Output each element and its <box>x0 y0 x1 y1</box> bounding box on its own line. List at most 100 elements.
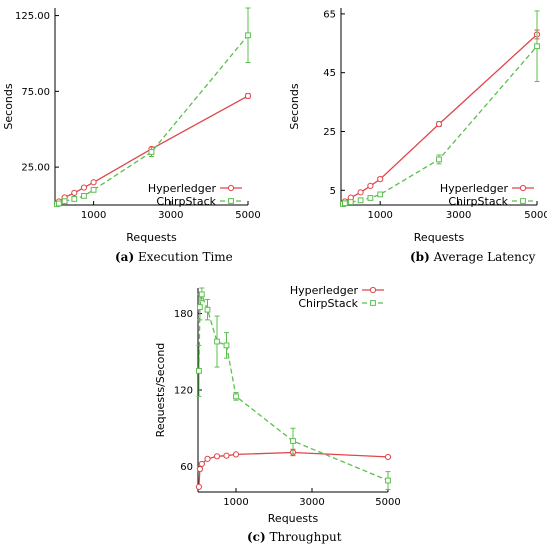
caption-letter: (c) <box>247 530 266 544</box>
data-point <box>214 338 220 345</box>
x-axis-label: Requests <box>126 231 177 244</box>
y-axis-label: Requests/Second <box>154 343 167 438</box>
data-point <box>195 483 203 490</box>
y-tick-label: 45 <box>323 68 336 79</box>
y-tick-label: 65 <box>323 9 336 20</box>
y-tick-label: 125.00 <box>15 11 50 22</box>
y-tick-label: 25.00 <box>21 163 50 174</box>
caption-text: Average Latency <box>430 250 536 264</box>
y-tick-label: 25 <box>323 127 336 138</box>
data-point <box>347 199 354 205</box>
legend-swatch-marker <box>228 198 234 204</box>
data-point <box>377 176 384 183</box>
data-point <box>357 189 364 196</box>
data-point <box>204 455 211 462</box>
data-point <box>290 438 296 444</box>
series-line <box>342 34 538 204</box>
data-point <box>435 121 443 128</box>
data-point <box>196 367 202 374</box>
panel-average-latency: 5 25 45 65 1000 3000 5000 Requests Seconds Hyperl… <box>288 8 547 264</box>
data-point <box>367 195 374 201</box>
data-point <box>80 184 88 191</box>
legend-label: Hyperledger <box>440 182 509 195</box>
panel-execution-time: 25.00 75.00 125.00 1000 3000 5000 Requests Seco… <box>2 7 261 264</box>
series-chirpstack <box>54 7 251 208</box>
caption-letter: (b) <box>410 250 430 264</box>
legend-swatch-marker <box>519 184 527 192</box>
panel-throughput: 60 120 180 1000 3000 5000 Requests Requests/Sec… <box>154 284 401 544</box>
data-point <box>245 32 251 39</box>
data-point <box>232 451 240 458</box>
data-point <box>223 452 230 459</box>
data-point <box>213 453 221 460</box>
y-tick-label: 75.00 <box>21 87 50 98</box>
data-point <box>534 43 540 50</box>
y-axis-label: Seconds <box>2 83 15 129</box>
panel-caption: (a) Execution Time <box>115 250 233 264</box>
data-point <box>198 460 205 468</box>
legend-label: ChirpStack <box>448 195 508 208</box>
y-axis-label: Seconds <box>288 83 301 129</box>
data-point <box>90 179 97 186</box>
data-point <box>196 465 203 473</box>
x-tick-label: 1000 <box>223 497 248 508</box>
data-point <box>377 191 384 198</box>
data-point <box>384 453 392 461</box>
legend-label: Hyperledger <box>290 284 359 297</box>
data-point <box>55 200 62 207</box>
data-point <box>367 182 374 189</box>
series-hyperledger <box>195 448 392 490</box>
legend-label: Hyperledger <box>148 182 217 195</box>
legend-swatch-marker <box>370 300 376 306</box>
caption-text: Execution Time <box>134 250 233 264</box>
data-point <box>61 198 68 205</box>
x-tick-label: 3000 <box>446 210 471 221</box>
caption-text: Throughput <box>266 530 342 544</box>
data-point <box>71 189 78 196</box>
data-point <box>244 92 252 99</box>
series-chirpstack <box>340 10 540 208</box>
data-point <box>197 304 203 311</box>
data-point <box>71 196 78 202</box>
data-point <box>198 291 205 298</box>
x-tick-label: 5000 <box>235 210 260 221</box>
data-point <box>342 200 348 207</box>
caption-letter: (a) <box>115 250 134 264</box>
legend-swatch-marker <box>369 286 377 294</box>
data-point <box>90 186 97 193</box>
y-tick-label: 120 <box>174 386 193 397</box>
data-point <box>436 156 442 163</box>
data-point <box>223 342 230 349</box>
legend-label: ChirpStack <box>298 297 358 310</box>
panel-caption: (c) Throughput <box>247 530 342 544</box>
y-tick-label: 5 <box>330 186 336 197</box>
x-tick-label: 5000 <box>524 210 547 221</box>
x-tick-label: 5000 <box>375 497 400 508</box>
series-hyperledger <box>339 29 541 207</box>
x-tick-label: 3000 <box>299 497 324 508</box>
x-axis-label: Requests <box>414 231 465 244</box>
x-tick-label: 3000 <box>158 210 183 221</box>
x-tick-label: 1000 <box>367 210 392 221</box>
legend-label: ChirpStack <box>156 195 216 208</box>
y-tick-label: 180 <box>174 309 193 320</box>
series-chirpstack <box>196 287 391 490</box>
data-point <box>148 149 155 155</box>
y-tick-label: 60 <box>180 462 193 473</box>
data-point <box>233 393 239 400</box>
series-line <box>56 34 249 205</box>
data-point <box>385 477 391 484</box>
panel-caption: (b) Average Latency <box>410 250 536 264</box>
data-point <box>357 197 364 204</box>
data-point <box>204 306 211 313</box>
x-axis-label: Requests <box>268 512 319 525</box>
data-point <box>81 193 87 199</box>
series-line <box>198 294 389 482</box>
legend-swatch-marker <box>520 198 526 204</box>
legend-swatch-marker <box>227 184 235 192</box>
x-tick-label: 1000 <box>81 210 106 221</box>
